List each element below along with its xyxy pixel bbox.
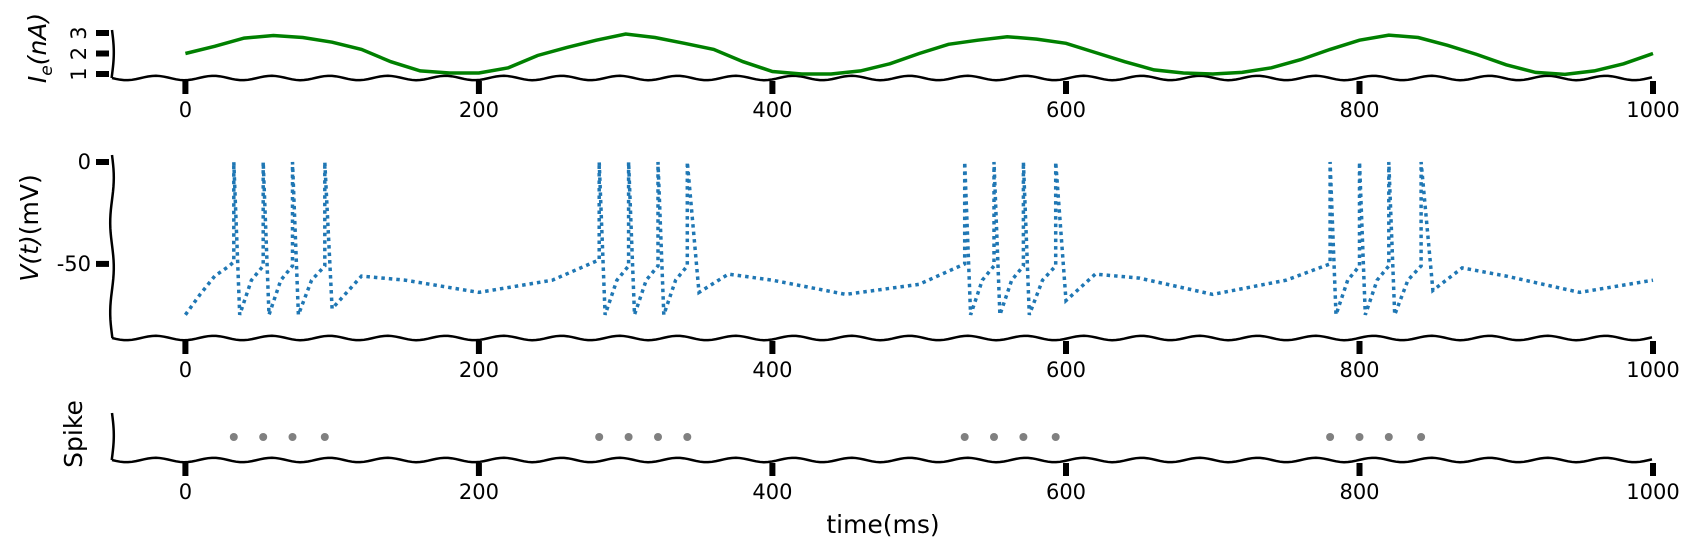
y-tick-label: 2	[67, 47, 91, 60]
x-axis-line	[111, 334, 1653, 342]
x-tick-label: 200	[459, 480, 499, 504]
y-tick-mark	[96, 71, 109, 77]
spike-dot	[654, 433, 662, 441]
y-axis-line	[110, 29, 116, 79]
current-panel: 0 200 400 600 800 1000 1 2 3 Ie(nA)	[23, 13, 1680, 122]
x-tick-label: 200	[459, 358, 499, 382]
x-tick-mark	[1063, 463, 1069, 476]
x-tick-mark	[182, 81, 189, 94]
y-tick-mark	[96, 50, 109, 57]
voltage-y-label: V(t)(mV)	[15, 174, 44, 281]
x-tick-mark	[1356, 341, 1363, 354]
x-tick-mark	[1650, 341, 1656, 354]
x-tick-mark	[182, 341, 189, 354]
voltage-panel: 0 200 400 600 800 1000 0 -50 V(t)(mV)	[15, 150, 1680, 382]
x-tick-mark	[769, 463, 776, 476]
spike-dot	[288, 433, 297, 441]
spike-dot	[1019, 433, 1028, 441]
y-tick-label: 1	[67, 67, 91, 80]
x-tick-label: 400	[752, 480, 792, 504]
x-tick-label: 0	[179, 480, 192, 504]
x-tick-mark	[769, 81, 776, 94]
spike-dot	[320, 433, 329, 441]
current-trace	[184, 32, 1654, 77]
x-tick-mark	[769, 341, 776, 354]
y-tick-mark	[96, 260, 109, 267]
x-tick-label: 1000	[1626, 98, 1679, 122]
x-axis-label: time(ms)	[826, 510, 939, 539]
spike-dot	[1326, 433, 1335, 441]
x-axis-line	[111, 456, 1653, 464]
x-tick-label: 600	[1046, 358, 1086, 382]
x-tick-mark	[1356, 81, 1363, 94]
y-tick-label: -50	[57, 252, 91, 276]
x-tick-label: 1000	[1626, 358, 1679, 382]
y-tick-label: 3	[67, 26, 91, 39]
x-tick-label: 800	[1339, 480, 1379, 504]
spike-dot	[259, 433, 268, 441]
x-tick-label: 400	[752, 358, 792, 382]
spike-dot	[1051, 433, 1060, 441]
x-tick-label: 0	[179, 358, 192, 382]
y-axis-line	[110, 412, 116, 461]
x-tick-label: 0	[179, 98, 192, 122]
spike-dot	[683, 433, 692, 441]
x-tick-mark	[1650, 463, 1656, 476]
spike-dot	[229, 433, 238, 441]
spike-dot	[1417, 433, 1426, 441]
x-tick-label: 800	[1339, 98, 1379, 122]
spike-dot	[960, 433, 969, 441]
spike-dot	[1384, 433, 1393, 441]
y-tick-label: 0	[78, 150, 91, 174]
voltage-trace	[183, 161, 1654, 316]
x-tick-mark	[182, 463, 189, 476]
x-tick-mark	[475, 81, 482, 94]
y-tick-mark	[96, 30, 109, 36]
spike-dot	[595, 433, 604, 441]
x-tick-mark	[1063, 341, 1069, 354]
x-tick-label: 200	[459, 98, 499, 122]
current-y-label: Ie(nA)	[23, 13, 57, 83]
spike-y-label: Spike	[59, 400, 88, 468]
x-tick-mark	[1650, 81, 1656, 94]
y-axis-line	[108, 154, 116, 339]
x-tick-label: 600	[1046, 480, 1086, 504]
spike-dot	[1355, 433, 1364, 441]
x-tick-label: 400	[752, 98, 792, 122]
x-tick-mark	[1356, 463, 1363, 476]
spike-dot	[624, 433, 633, 441]
x-tick-mark	[475, 463, 482, 476]
x-tick-label: 600	[1046, 98, 1086, 122]
spike-dot	[990, 433, 998, 441]
x-tick-label: 1000	[1626, 480, 1679, 504]
x-tick-mark	[475, 341, 482, 354]
spike-panel: 0 200 400 600 800 1000 Spike time(ms)	[59, 400, 1680, 539]
x-tick-label: 800	[1339, 358, 1379, 382]
x-axis-line	[111, 74, 1653, 82]
y-tick-mark	[96, 159, 109, 165]
x-tick-mark	[1063, 81, 1069, 94]
